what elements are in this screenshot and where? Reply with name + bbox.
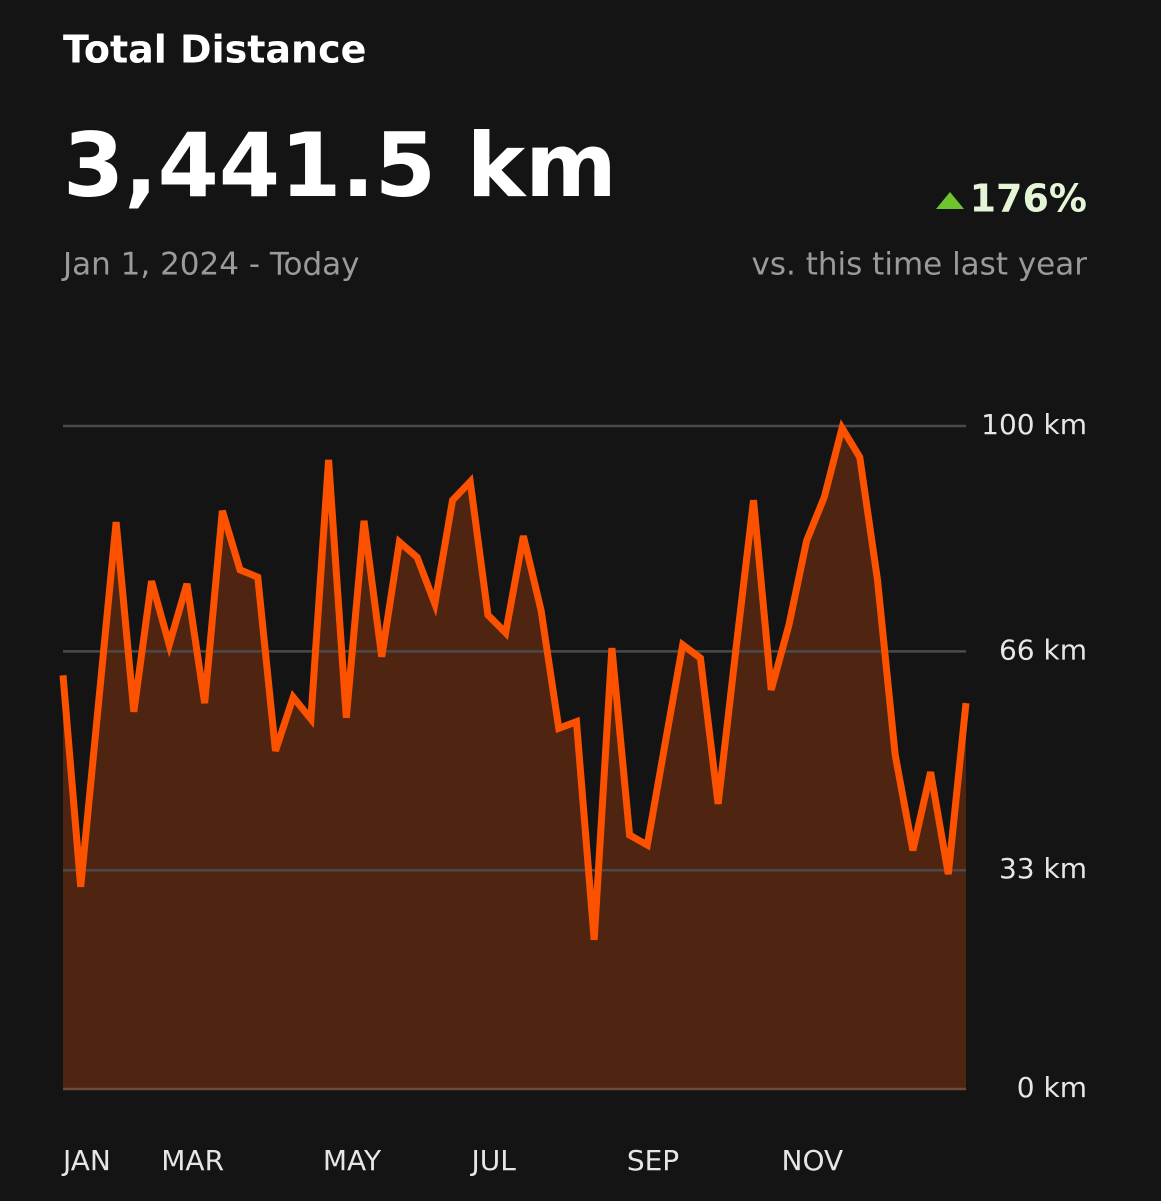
up-arrow (936, 192, 964, 209)
change-note: vs. this time last year (752, 247, 1088, 283)
y-tick-label: 0 km (1017, 1071, 1087, 1104)
x-tick-label: JUL (469, 1144, 516, 1177)
y-tick-label: 66 km (999, 633, 1087, 666)
x-tick-label: NOV (782, 1144, 844, 1177)
area-fill (63, 427, 966, 1089)
y-tick-label: 100 km (981, 408, 1087, 441)
plot: 0 km 33 km 66 km 100 km JAN MAR MAY JUL SEP NOV (59, 408, 1087, 1177)
title: Total Distance (63, 28, 366, 72)
y-tick-label: 33 km (999, 852, 1087, 885)
line (59, 419, 970, 941)
x-tick-label: MAY (323, 1144, 382, 1177)
period: Jan 1, 2024 - Today (61, 247, 360, 283)
x-tick-label: JAN (61, 1144, 111, 1177)
x-tick-label: SEP (627, 1144, 679, 1177)
change: 176% (970, 177, 1087, 221)
total: 3,441.5 km (63, 114, 617, 217)
x-tick-label: MAR (161, 1144, 224, 1177)
